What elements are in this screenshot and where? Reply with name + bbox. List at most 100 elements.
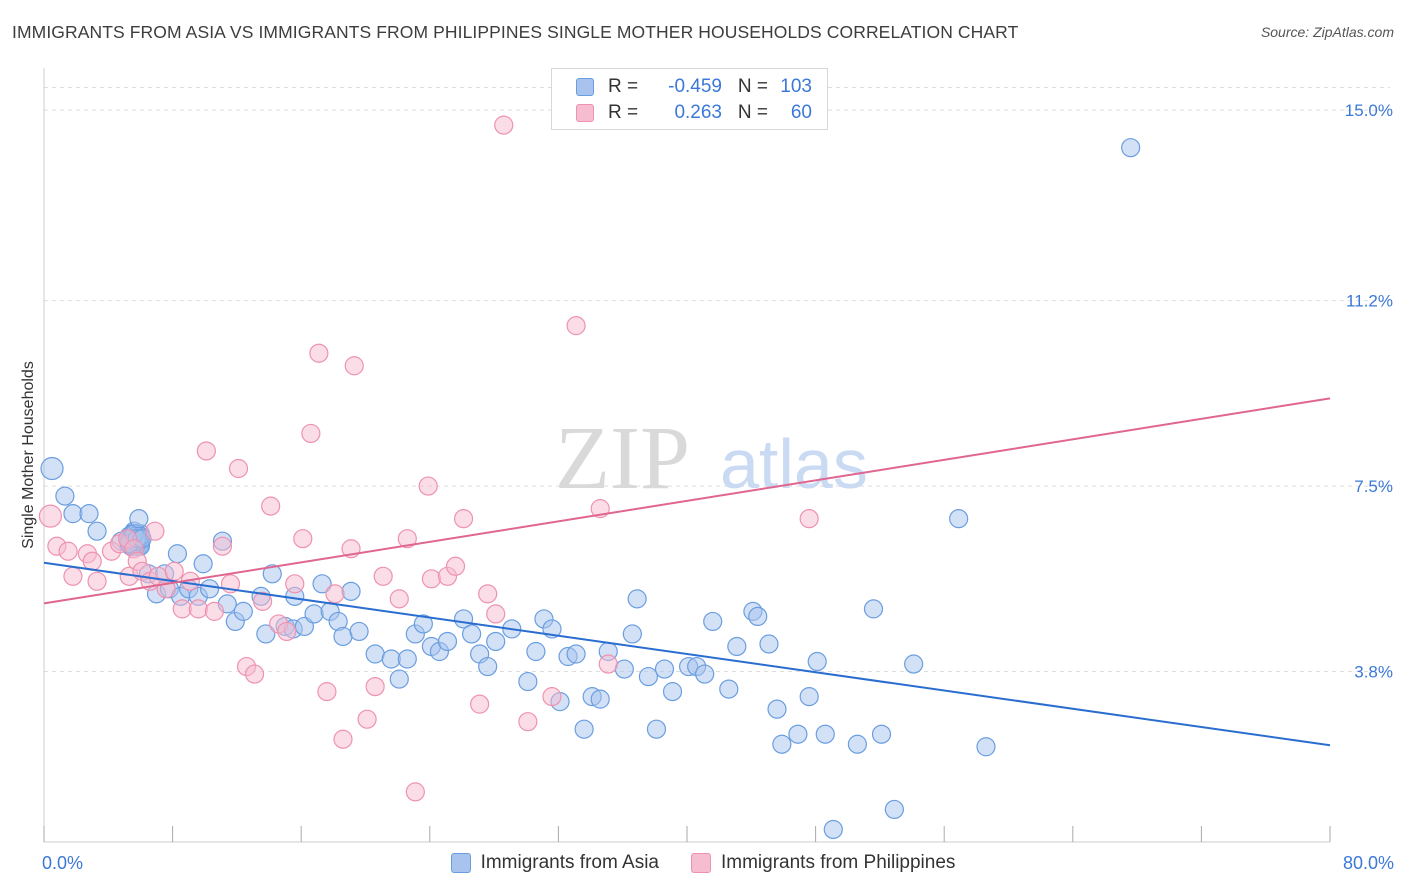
philippines-point bbox=[228, 458, 249, 479]
watermark-zip: ZIP bbox=[555, 409, 690, 508]
legend-item-philippines[interactable]: Immigrants from Philippines bbox=[691, 852, 955, 874]
asia-point bbox=[949, 509, 969, 529]
source-label: Source: ZipAtlas.com bbox=[1260, 24, 1394, 40]
asia-point bbox=[871, 724, 892, 744]
philippines-point bbox=[87, 571, 107, 591]
axes bbox=[43, 68, 1331, 843]
asia-point bbox=[638, 666, 659, 687]
philippines-point bbox=[212, 536, 233, 556]
y-tick-label: 3.8% bbox=[1354, 663, 1393, 682]
legend-swatch-philippines bbox=[576, 104, 594, 122]
legend-swatch-asia bbox=[450, 853, 471, 873]
asia-point bbox=[167, 544, 188, 564]
asia-point bbox=[349, 621, 369, 642]
philippines-point bbox=[38, 504, 63, 528]
philippines-point bbox=[285, 574, 305, 594]
series-philippines-points bbox=[38, 115, 819, 802]
philippines-point bbox=[542, 687, 562, 707]
watermark: ZIP atlas bbox=[555, 409, 868, 508]
philippines-point bbox=[244, 664, 265, 684]
legend-n-label: N = bbox=[737, 102, 768, 123]
asia-point bbox=[193, 554, 213, 574]
asia-point bbox=[884, 799, 904, 820]
philippines-point bbox=[333, 729, 353, 749]
grid-lines bbox=[44, 87, 1390, 673]
asia-point bbox=[574, 719, 594, 739]
asia-point bbox=[199, 579, 220, 599]
asia-point bbox=[727, 636, 747, 657]
x-tick-label-max: 80.0% bbox=[1342, 853, 1394, 873]
asia-point bbox=[823, 819, 843, 840]
philippines-point bbox=[58, 541, 78, 561]
asia-point bbox=[695, 664, 715, 684]
philippines-point bbox=[405, 782, 425, 802]
philippines-point bbox=[63, 566, 83, 586]
asia-point bbox=[333, 626, 353, 647]
asia-point bbox=[976, 737, 996, 757]
philippines-point bbox=[293, 529, 313, 549]
philippines-point bbox=[253, 591, 273, 611]
correlation-legend: R = -0.459 N = 103 R = 0.263 N = 60 bbox=[551, 68, 828, 130]
asia-point bbox=[904, 654, 924, 674]
legend-r-value: -0.459 bbox=[668, 76, 722, 97]
asia-point bbox=[748, 606, 768, 627]
asia-point bbox=[129, 509, 149, 529]
philippines-point bbox=[486, 604, 506, 624]
asia-point bbox=[654, 659, 675, 679]
asia-point bbox=[486, 631, 506, 652]
x-tick-label-min: 0.0% bbox=[42, 853, 84, 873]
philippines-point bbox=[317, 682, 337, 702]
asia-point bbox=[397, 649, 417, 669]
asia-point bbox=[437, 631, 458, 652]
legend-swatch-philippines bbox=[691, 853, 711, 873]
asia-point bbox=[413, 614, 433, 634]
philippines-point bbox=[172, 599, 192, 619]
asia-point bbox=[662, 682, 683, 702]
asia-point bbox=[40, 456, 64, 481]
asia-point bbox=[526, 641, 546, 662]
asia-point bbox=[590, 689, 610, 709]
y-tick-label: 11.2% bbox=[1346, 292, 1393, 311]
trend-lines bbox=[43, 397, 1331, 747]
philippines-point bbox=[344, 356, 364, 376]
legend-swatch-asia bbox=[576, 78, 594, 96]
philippines-point bbox=[453, 509, 474, 529]
asia-point bbox=[863, 599, 884, 619]
asia-point bbox=[87, 521, 107, 541]
legend-n-value: 60 bbox=[790, 102, 812, 123]
asia-point bbox=[622, 624, 642, 644]
philippines-point bbox=[566, 316, 586, 336]
philippines-point bbox=[164, 561, 184, 581]
asia-point bbox=[233, 601, 253, 621]
asia-point bbox=[627, 589, 647, 609]
legend-label-philippines: Immigrants from Philippines bbox=[721, 852, 956, 873]
legend-r-label: R = bbox=[608, 76, 639, 97]
asia-point bbox=[256, 624, 276, 644]
philippines-point bbox=[389, 589, 409, 609]
asia-point bbox=[767, 699, 787, 719]
philippines-point bbox=[518, 712, 538, 732]
chart-title: IMMIGRANTS FROM ASIA VS IMMIGRANTS FROM … bbox=[12, 22, 1019, 42]
asia-point bbox=[79, 504, 99, 524]
philippines-point bbox=[145, 521, 165, 541]
philippines-point bbox=[365, 676, 385, 697]
philippines-point bbox=[204, 601, 224, 621]
y-tick-label: 15.0% bbox=[1345, 101, 1393, 120]
asia-point bbox=[55, 486, 75, 506]
asia-point bbox=[63, 504, 83, 524]
asia-point bbox=[807, 651, 827, 672]
philippines-trend-line bbox=[43, 397, 1331, 605]
philippines-point bbox=[325, 584, 345, 604]
philippines-point bbox=[598, 654, 618, 674]
asia-point bbox=[389, 669, 409, 689]
asia-point bbox=[566, 644, 586, 664]
philippines-point bbox=[421, 569, 442, 589]
asia-point bbox=[719, 679, 739, 699]
asia-point bbox=[478, 656, 498, 677]
legend-n-label: N = bbox=[737, 76, 768, 97]
philippines-point bbox=[418, 476, 438, 496]
legend-item-asia[interactable]: Immigrants from Asia bbox=[450, 852, 659, 874]
asia-point bbox=[518, 671, 538, 692]
philippines-point bbox=[478, 584, 498, 604]
